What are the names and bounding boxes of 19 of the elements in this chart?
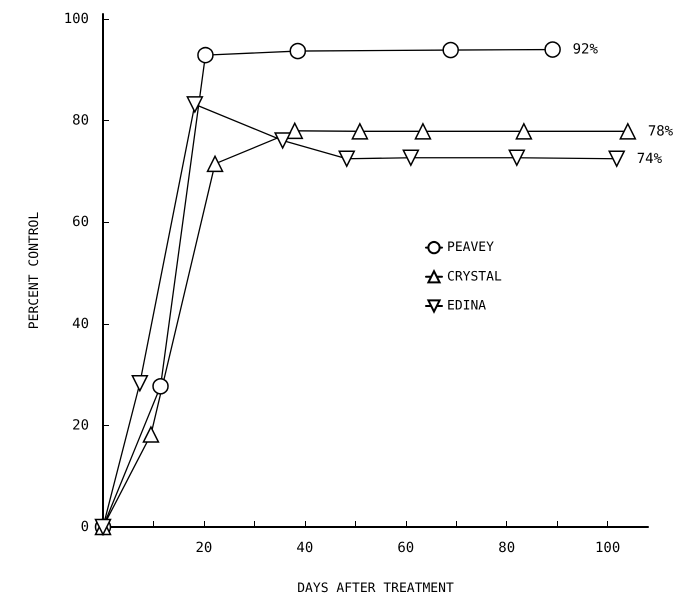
annotation: 92% <box>572 42 598 58</box>
y-tick-label: 60 <box>72 214 89 230</box>
x-tick-label: 80 <box>498 540 516 556</box>
annotation: 74% <box>636 150 663 167</box>
annotation: 78% <box>648 123 674 140</box>
legend-label: EDINA <box>447 298 486 314</box>
y-axis-title: PERCENT CONTROL <box>27 212 42 330</box>
x-tick-label: 40 <box>296 540 314 556</box>
x-tick-label: 60 <box>397 540 414 556</box>
y-tick-label: 20 <box>72 417 89 434</box>
legend-label: PEAVEY <box>447 240 494 256</box>
y-tick-label: 40 <box>72 316 89 332</box>
y-tick-label: 100 <box>64 11 89 28</box>
x-axis-title: DAYS AFTER TREATMENT <box>297 581 454 596</box>
y-tick-label: 80 <box>72 112 89 129</box>
x-tick-label: 20 <box>195 540 212 556</box>
x-tick-label: 100 <box>594 540 620 556</box>
legend-label: CRYSTAL <box>447 269 502 284</box>
y-tick-label: 0 <box>80 519 89 535</box>
